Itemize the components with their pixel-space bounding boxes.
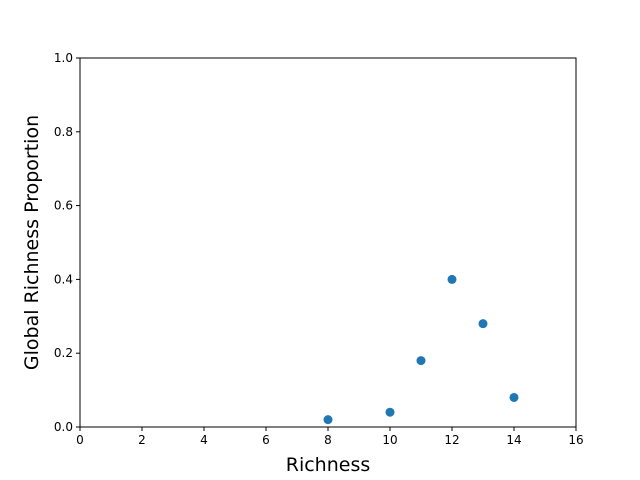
plot-frame: [79, 57, 577, 428]
x-tick-label: 16: [568, 433, 583, 447]
x-axis-label: Richness: [286, 454, 371, 476]
y-axis-label: Global Richness Proportion: [21, 115, 43, 370]
x-tick-label: 10: [382, 433, 397, 447]
data-point: [416, 356, 426, 366]
x-tick-label: 14: [506, 433, 521, 447]
y-axis-ticks: 0.0 0.2 0.4 0.6 0.8 1.0: [54, 51, 80, 434]
y-tick-label: 0.8: [54, 125, 73, 139]
y-tick-label: 1.0: [54, 51, 73, 65]
y-tick-label: 0.6: [54, 199, 73, 213]
data-points: [323, 274, 519, 425]
data-point: [478, 319, 488, 329]
x-tick-label: 8: [324, 433, 332, 447]
x-tick-label: 6: [262, 433, 270, 447]
x-tick-label: 4: [200, 433, 208, 447]
y-tick-label: 0.4: [54, 272, 73, 286]
x-tick-label: 12: [444, 433, 459, 447]
x-tick-label: 0: [76, 433, 84, 447]
data-point: [509, 392, 519, 402]
data-point: [447, 274, 457, 284]
y-tick-label: 0.0: [54, 420, 73, 434]
x-tick-label: 2: [138, 433, 146, 447]
data-point: [385, 407, 395, 417]
data-point: [323, 415, 333, 425]
y-tick-label: 0.2: [54, 346, 73, 360]
x-axis-ticks: 0 2 4 6 8 10 12 14 16: [76, 427, 584, 447]
plot-area: [80, 58, 576, 427]
